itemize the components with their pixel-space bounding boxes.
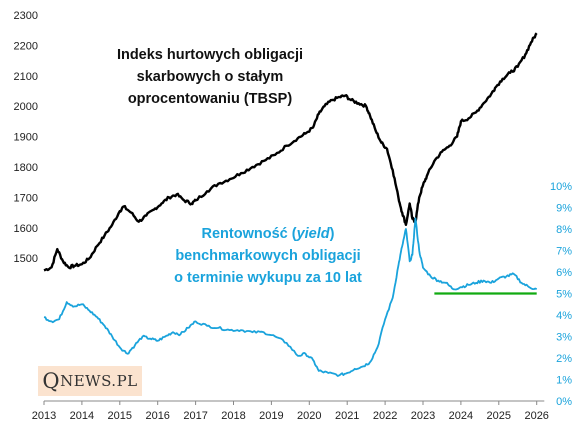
right-tick-label: 0% xyxy=(556,396,572,408)
annotation-line: oprocentowaniu (TBSP) xyxy=(128,91,293,107)
left-tick-label: 1500 xyxy=(14,253,38,265)
series-layer xyxy=(43,32,538,377)
yield-annotation: Rentowność (yield) benchmarkowych obligac… xyxy=(174,226,362,286)
x-axis: 2013 2014 2015 2016 2017 2018 2019 2020 2021 2022… xyxy=(32,400,549,422)
left-tick-label: 2100 xyxy=(14,71,38,83)
x-tick-label: 2024 xyxy=(449,410,473,422)
x-tick-label: 2025 xyxy=(487,410,511,422)
logo-initial: Q xyxy=(42,369,61,393)
x-tick-label: 2019 xyxy=(259,410,283,422)
left-tick-label: 1700 xyxy=(14,192,38,204)
x-tick-label: 2014 xyxy=(70,410,94,422)
left-y-axis: 1500 1600 1700 1800 1900 2000 2100 2200 2300 xyxy=(14,10,38,265)
tbsp-annotation: Indeks hurtowych obligacji skarbowych o s… xyxy=(117,47,303,107)
x-tick-label: 2021 xyxy=(335,410,359,422)
left-tick-label: 2200 xyxy=(14,40,38,52)
annotation-line: skarbowych o stałym xyxy=(137,69,284,85)
right-tick-label: 4% xyxy=(556,310,572,322)
right-tick-label: 2% xyxy=(556,353,572,365)
annotation-line: benchmarkowych obligacji xyxy=(175,248,360,264)
x-tick-label: 2023 xyxy=(411,410,435,422)
left-tick-label: 1900 xyxy=(14,132,38,144)
x-tick-label: 2017 xyxy=(183,410,207,422)
right-tick-label: 5% xyxy=(556,289,572,301)
right-tick-label: 1% xyxy=(556,375,572,387)
x-tick-label: 2016 xyxy=(145,410,169,422)
left-tick-label: 2000 xyxy=(14,101,38,113)
x-tick-label: 2026 xyxy=(524,410,548,422)
x-tick-label: 2018 xyxy=(221,410,245,422)
yield-10y-line xyxy=(43,217,538,377)
right-tick-label: 8% xyxy=(556,224,572,236)
annotation-line: o terminie wykupu za 10 lat xyxy=(174,270,362,286)
annotation-line: Rentowność (yield) xyxy=(202,226,335,242)
qnews-logo: Q NEWS.PL xyxy=(38,366,142,396)
tbsp-index-line xyxy=(43,32,538,272)
right-tick-label: 9% xyxy=(556,203,572,215)
x-tick-label: 2022 xyxy=(373,410,397,422)
annotation-line: Indeks hurtowych obligacji xyxy=(117,47,303,63)
right-tick-label: 7% xyxy=(556,246,572,258)
x-tick-label: 2020 xyxy=(297,410,321,422)
right-y-axis: 0% 1% 2% 3% 4% 5% 6% 7% 8% 9% 10% xyxy=(550,181,572,408)
right-tick-label: 3% xyxy=(556,332,572,344)
left-tick-label: 1600 xyxy=(14,223,38,235)
left-tick-label: 1800 xyxy=(14,162,38,174)
x-tick-label: 2015 xyxy=(108,410,132,422)
left-tick-label: 2300 xyxy=(14,10,38,22)
logo-rest: NEWS.PL xyxy=(60,372,138,390)
x-tick-label: 2013 xyxy=(32,410,56,422)
right-tick-label: 10% xyxy=(550,181,572,193)
right-tick-label: 6% xyxy=(556,267,572,279)
